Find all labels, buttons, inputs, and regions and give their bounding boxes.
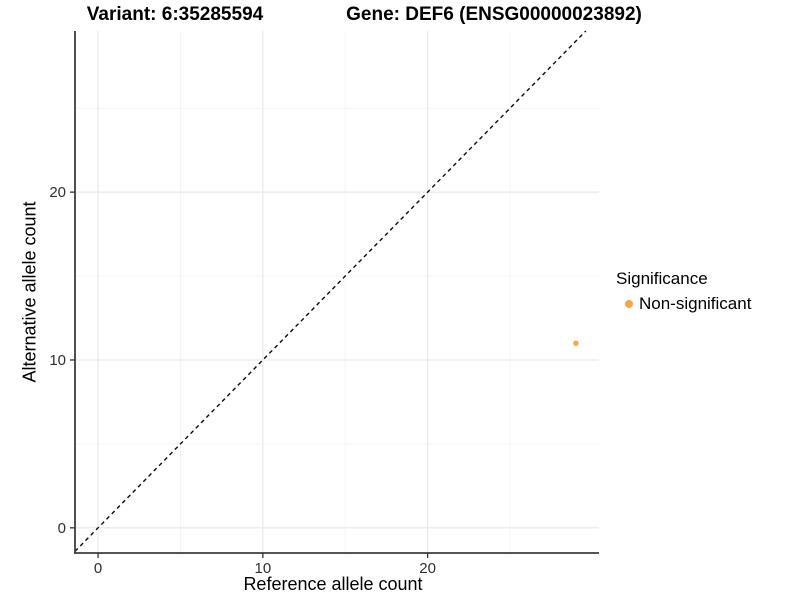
legend-entry-non-significant: Non-significant <box>616 294 751 314</box>
x-tick-label: 10 <box>255 560 272 577</box>
data-point <box>573 340 579 346</box>
y-tick-label: 20 <box>49 184 66 201</box>
x-axis-label: Reference allele count <box>243 574 423 594</box>
identity-dashed-line <box>74 30 587 552</box>
y-axis-label: Alternative allele count <box>19 201 40 383</box>
legend-point-icon <box>625 300 633 308</box>
plot-title-gene: Gene: DEF6 (ENSG00000023892) <box>346 4 642 25</box>
y-tick-label: 0 <box>58 520 66 537</box>
plot-title-variant: Variant: 6:35285594 <box>86 4 264 25</box>
legend-title: Significance <box>616 269 708 288</box>
x-tick-label: 20 <box>419 560 436 577</box>
x-tick-label: 0 <box>94 560 102 577</box>
legend: Significance Non-significant <box>616 269 751 314</box>
y-tick-label: 10 <box>49 352 66 369</box>
legend-entry-label: Non-significant <box>639 294 752 313</box>
